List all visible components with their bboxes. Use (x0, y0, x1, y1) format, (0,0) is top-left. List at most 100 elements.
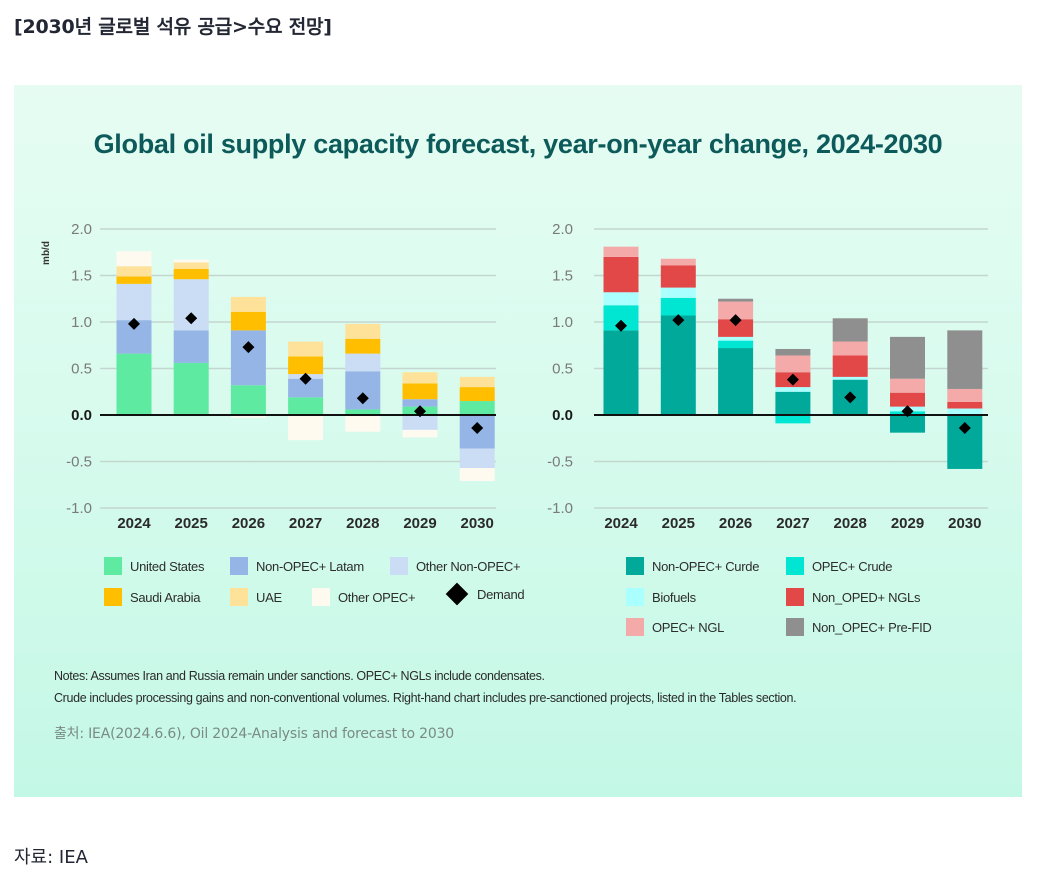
legend-swatch (104, 557, 122, 575)
right-y-tick-label: 0.5 (552, 361, 573, 378)
left-bar-2029-other-opec (402, 429, 438, 438)
left-y-tick-label: 0.5 (71, 361, 92, 378)
left-x-tick-label: 2029 (403, 515, 436, 532)
left-demand-marker-2028 (356, 392, 369, 405)
left-bar-2028-uae (345, 323, 381, 339)
right-bar-2028-non-opec-pre-fid (832, 318, 868, 342)
left-demand-marker-2030 (471, 422, 484, 435)
right-bar-2025-non-opec-curde (660, 315, 696, 415)
left-bar-2026-uae (230, 296, 266, 312)
right-bar-2029-opec-ngl (890, 378, 925, 393)
figure-panel: Global oil supply capacity forecast, yea… (14, 85, 1022, 797)
legend-swatch (230, 557, 248, 575)
right-bar-2029-non-opec-pre-fid (890, 336, 925, 379)
legend-swatch (104, 588, 122, 606)
left-bar-2027-saudi-arabia (288, 356, 324, 375)
left-x-tick-label: 2027 (289, 515, 322, 532)
left-bar-2024-saudi-arabia (116, 276, 152, 284)
right-x-tick-label: 2029 (891, 515, 924, 532)
left-demand-marker-2029 (414, 405, 426, 418)
right-bar-2027-biofuels (775, 387, 811, 392)
left-bar-2024-other-opec (116, 251, 152, 267)
right-demand-marker-2026 (729, 314, 742, 327)
right-demand-marker-2028 (844, 391, 857, 404)
right-bar-2027-opec-ngl (775, 355, 811, 373)
left-bar-2025-non-opec-latam (173, 330, 209, 363)
charts-canvas: 2.0 1.5 1.0 0.5 0.0 -0.5 -1.0 mb/d 2024 2025 2026 2… (41, 221, 988, 532)
left-bar-2028-other-opec (345, 415, 381, 432)
left-bar-2025-uae (173, 262, 209, 269)
right-bar-2024-opec-ngl (603, 246, 639, 257)
left-x-tick-label: 2028 (346, 515, 379, 532)
right-demand-marker-2029 (901, 405, 914, 418)
legend-item-biofuels: Biofuels (626, 588, 696, 606)
right-x-tick-label: 2030 (948, 515, 981, 532)
right-x-tick-label: 2027 (776, 515, 809, 532)
legend-label: Non-OPEC+ Latam (256, 558, 364, 574)
legend-label: Biofuels (652, 589, 696, 605)
left-bar-2027-non-opec-latam (288, 378, 324, 398)
legend-item-non-opec-pre-fid: Non_OPEC+ Pre-FID (786, 618, 932, 636)
legend-item-other-opec: Other OPEC+ (312, 588, 416, 606)
legend-swatch (626, 588, 644, 606)
left-bar-2024-uae (116, 266, 152, 277)
left-bar-2029-uae (402, 372, 438, 384)
right-y-tick-label: 0.0 (552, 407, 573, 424)
left-y-tick-label: 1.5 (71, 268, 92, 285)
left-y-tick-label: 1.0 (71, 314, 92, 331)
left-y-tick-label: 2.0 (71, 221, 92, 238)
legend-label: United States (130, 558, 205, 574)
right-bar-2024-non-opec-curde (603, 330, 639, 415)
right-bar-2024-biofuels (603, 292, 639, 306)
right-bar-2025-opec-crude (660, 297, 696, 316)
legend-swatch (786, 588, 804, 606)
note-line-2: Crude includes processing gains and non-… (54, 691, 797, 705)
left-y-axis-label: mb/d (41, 241, 52, 265)
right-x-tick-label: 2028 (834, 515, 867, 532)
left-bar-2026-saudi-arabia (230, 311, 266, 331)
right-bar-2024-non-oped-ngls (603, 256, 639, 293)
legend-item-saudi-arabia: Saudi Arabia (104, 588, 200, 606)
chart-title: Global oil supply capacity forecast, yea… (93, 129, 943, 159)
legend-item-non-oped-ngls: Non_OPED+ NGLs (786, 588, 920, 606)
legend-label: Demand (477, 586, 525, 602)
right-bar-2026-non-opec-curde (718, 348, 754, 415)
left-bar-2027-united-states (288, 397, 324, 415)
figure-source: 출처: IEA(2024.6.6), Oil 2024-Analysis and… (54, 726, 454, 742)
legend-item-united-states: United States (104, 557, 204, 575)
figure-notes: Notes: Assumes Iran and Russia remain un… (54, 665, 797, 709)
right-bar-2027-non-opec-curde (775, 391, 811, 415)
right-bar-2026-non-oped-ngls (718, 319, 754, 337)
legend-label: Non_OPEC+ Pre-FID (812, 619, 932, 635)
left-bar-2030-saudi-arabia (459, 387, 495, 402)
right-bar-2030-non-opec-pre-fid (947, 330, 983, 389)
right-bar-2028-opec-ngl (832, 341, 868, 356)
legend-item-opec-ngl: OPEC+ NGL (626, 618, 724, 636)
left-x-tick-label: 2026 (232, 515, 265, 532)
right-bar-2026-biofuels (718, 336, 754, 341)
right-demand-marker-2025 (672, 314, 685, 327)
left-demand-marker-2024 (128, 317, 140, 330)
left-bar-2030-other-opec (459, 468, 495, 482)
right-bar-2028-non-oped-ngls (832, 355, 868, 377)
legend-label: OPEC+ NGL (652, 619, 725, 635)
left-bar-2030-other-non-opec (459, 448, 495, 469)
legend-label: Non_OPED+ NGLs (812, 589, 921, 605)
right-bar-2028-biofuels (832, 376, 868, 380)
left-bar-2024-united-states (116, 353, 152, 415)
legend-item-non-opec-curde: Non-OPEC+ Curde (626, 557, 759, 575)
legend-item-uae: UAE (230, 588, 282, 606)
left-bar-2028-saudi-arabia (345, 338, 381, 354)
left-y-tick-label: -0.5 (66, 454, 92, 471)
right-y-tick-label: 2.0 (552, 221, 573, 238)
left-demand-marker-2027 (299, 372, 312, 385)
left-bar-2029-other-non-opec (402, 415, 438, 430)
legend-swatch (390, 557, 408, 575)
right-bar-2030-biofuels (947, 408, 983, 415)
left-demand-marker-2026 (242, 341, 255, 354)
legend-item-non-opec-latam: Non-OPEC+ Latam (230, 557, 364, 575)
right-x-tick-label: 2025 (662, 515, 695, 532)
right-bar-2030-opec-ngl (947, 388, 983, 402)
left-bar-2025-other-opec (173, 259, 209, 263)
left-y-tick-label: -1.0 (66, 500, 92, 517)
